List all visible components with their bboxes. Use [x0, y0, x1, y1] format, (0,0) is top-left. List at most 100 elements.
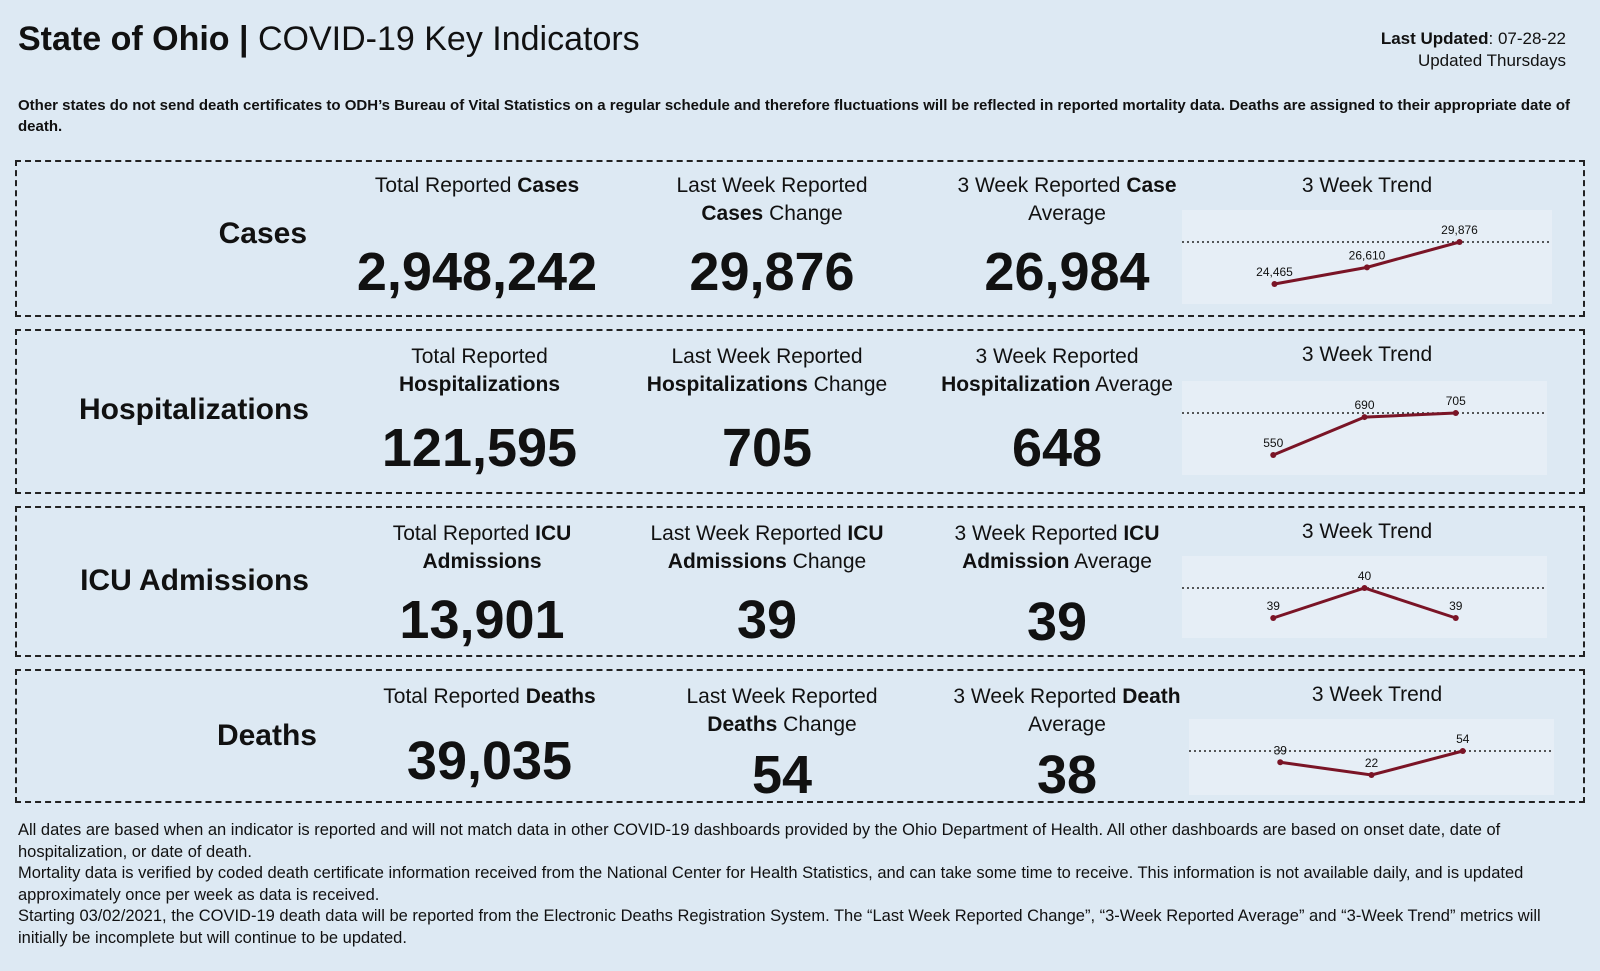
- metric-label: Total Reported: [411, 345, 548, 368]
- trend-data-label: 39: [1274, 743, 1288, 757]
- trend-point: [1271, 281, 1278, 287]
- metric-label: 3 Week Reported: [975, 345, 1139, 368]
- title-separator: |: [229, 20, 258, 58]
- metric-label: Total Reported: [383, 685, 526, 708]
- metric-value: 648: [1011, 418, 1103, 478]
- dashboard-title: COVID-19 Key Indicators: [257, 20, 640, 58]
- trend-data-label: 26,610: [1349, 248, 1386, 262]
- trend-data-label: 705: [1446, 394, 1466, 408]
- icu-admissions-change: Last Week Reported ICU Admissions Change…: [612, 520, 922, 655]
- mortality-note: Other states do not send death certifica…: [18, 97, 1571, 135]
- footer-note: Starting 03/02/2021, the COVID-19 death …: [18, 907, 1541, 947]
- metric-label-bold-2: Admission: [962, 550, 1070, 573]
- cases-change: Last Week Reported Cases Change 29,876: [627, 172, 917, 312]
- last-updated-label: Last Updated: [1380, 29, 1489, 48]
- metric-label-suffix: Average: [1090, 373, 1173, 396]
- cases-row: Cases Total Reported Cases 2,948,242 Las…: [15, 160, 1585, 317]
- metric-label-bold-1: ICU: [847, 522, 884, 545]
- update-frequency: Updated Thursdays: [1417, 51, 1566, 70]
- metric-label-bold: Death: [1122, 685, 1181, 708]
- metric-value: 39: [736, 590, 798, 650]
- metric-label: Last Week Reported: [671, 345, 863, 368]
- row-label-icu-admissions: ICU Admissions: [80, 564, 309, 597]
- metric-label-line2: Average: [1028, 713, 1106, 736]
- metric-label-suffix: Change: [777, 713, 857, 736]
- metric-label: 3 Week Reported: [954, 522, 1124, 545]
- trend-point: [1270, 615, 1277, 621]
- trend-point: [1452, 410, 1459, 416]
- trend-title: 3 Week Trend: [1301, 343, 1433, 366]
- metric-label-suffix: Change: [807, 373, 888, 396]
- trend-title: 3 Week Trend: [1301, 174, 1433, 197]
- total-icu-admissions: Total Reported ICU Admissions 13,901: [337, 520, 627, 655]
- trend-chart-hospitalizations: 550 690 705: [1182, 381, 1547, 475]
- metric-label-suffix: Average: [1069, 550, 1152, 573]
- metric-label: 3 Week Reported: [957, 174, 1127, 197]
- hospitalizations-average: 3 Week Reported Hospitalization Average …: [902, 343, 1212, 488]
- last-updated: Last Updated: 07-28-22 Updated Thursdays: [1381, 28, 1566, 72]
- metric-label-bold: ICU: [1123, 522, 1160, 545]
- total-hospitalizations: Total Reported Hospitalizations 121,595: [332, 343, 627, 488]
- metric-value: 2,948,242: [356, 242, 598, 302]
- total-deaths: Total Reported Deaths 39,035: [342, 683, 637, 803]
- metric-label-line2: Admissions: [422, 550, 542, 573]
- trend-chart-cases: 24,465 26,610 29,876: [1182, 210, 1552, 304]
- trend-data-label: 39: [1267, 599, 1281, 613]
- deaths-average: 3 Week Reported Death Average 38: [912, 683, 1222, 805]
- metric-label-bold: Hospitalizations: [646, 373, 808, 396]
- metric-value: 38: [1036, 745, 1098, 805]
- trend-point: [1364, 264, 1370, 271]
- icu-admissions-average: 3 Week Reported ICU Admission Average 39: [902, 520, 1212, 655]
- trend-data-label: 24,465: [1256, 265, 1293, 279]
- metric-label: Total Reported: [374, 174, 518, 197]
- row-label-hospitalizations: Hospitalizations: [78, 393, 309, 426]
- trend-title: 3 Week Trend: [1311, 683, 1443, 706]
- metric-label-bold: Cases: [701, 202, 764, 225]
- trend-point: [1277, 759, 1284, 766]
- trend-point: [1361, 585, 1368, 591]
- metric-label: 3 Week Reported: [953, 685, 1123, 708]
- trend-point: [1361, 414, 1368, 421]
- trend-data-label: 39: [1449, 599, 1463, 613]
- trend-chart-deaths: 39 22 54: [1189, 719, 1554, 795]
- trend-point: [1368, 772, 1375, 778]
- footer-note: Mortality data is verified by coded deat…: [18, 864, 1524, 904]
- metric-label: Total Reported: [392, 522, 536, 545]
- hospitalizations-change: Last Week Reported Hospitalizations Chan…: [617, 343, 917, 488]
- metric-label: Last Week Reported: [650, 522, 848, 545]
- trend-chart-icu-admissions: 39 40 39: [1182, 556, 1547, 638]
- page-title: State of Ohio | COVID-19 Key Indicators: [18, 20, 640, 59]
- metric-label-bold: Deaths: [525, 685, 596, 708]
- metric-value: 29,876: [689, 242, 855, 302]
- metric-label-line2: Average: [1028, 202, 1106, 225]
- row-label-deaths: Deaths: [216, 719, 317, 752]
- trend-data-label: 29,876: [1441, 223, 1478, 237]
- metric-value: 705: [721, 418, 813, 478]
- metric-label-bold: Hospitalizations: [398, 373, 561, 396]
- footer-note: All dates are based when an indicator is…: [18, 821, 1501, 861]
- metric-label-suffix: Change: [763, 202, 843, 225]
- trend-point: [1270, 452, 1277, 458]
- metric-label-bold: Admissions: [667, 550, 787, 573]
- metric-value: 13,901: [399, 590, 565, 650]
- hospitalizations-row: Hospitalizations Total Reported Hospital…: [15, 329, 1585, 494]
- deaths-change: Last Week Reported Deaths Change 54: [632, 683, 932, 805]
- metric-value: 39,035: [406, 731, 573, 791]
- row-label-cases: Cases: [218, 217, 307, 250]
- metric-label-bold: Case: [1126, 174, 1177, 197]
- cases-average: 3 Week Reported Case Average 26,984: [917, 172, 1217, 312]
- trend-point: [1452, 615, 1459, 621]
- trend-point: [1459, 748, 1466, 754]
- metric-value: 121,595: [381, 418, 578, 478]
- trend-data-label: 54: [1456, 732, 1470, 746]
- trend-title: 3 Week Trend: [1301, 520, 1433, 543]
- trend-data-label: 690: [1354, 398, 1374, 412]
- metric-label-bold: Deaths: [707, 713, 778, 736]
- metric-value: 39: [1026, 592, 1088, 652]
- trend-data-label: 550: [1263, 436, 1283, 450]
- state-name: State of Ohio: [18, 20, 230, 58]
- metric-label-suffix: Change: [786, 550, 867, 573]
- metric-label-bold: ICU: [535, 522, 572, 545]
- metric-label: Last Week Reported: [686, 685, 878, 708]
- trend-data-label: 40: [1358, 569, 1372, 583]
